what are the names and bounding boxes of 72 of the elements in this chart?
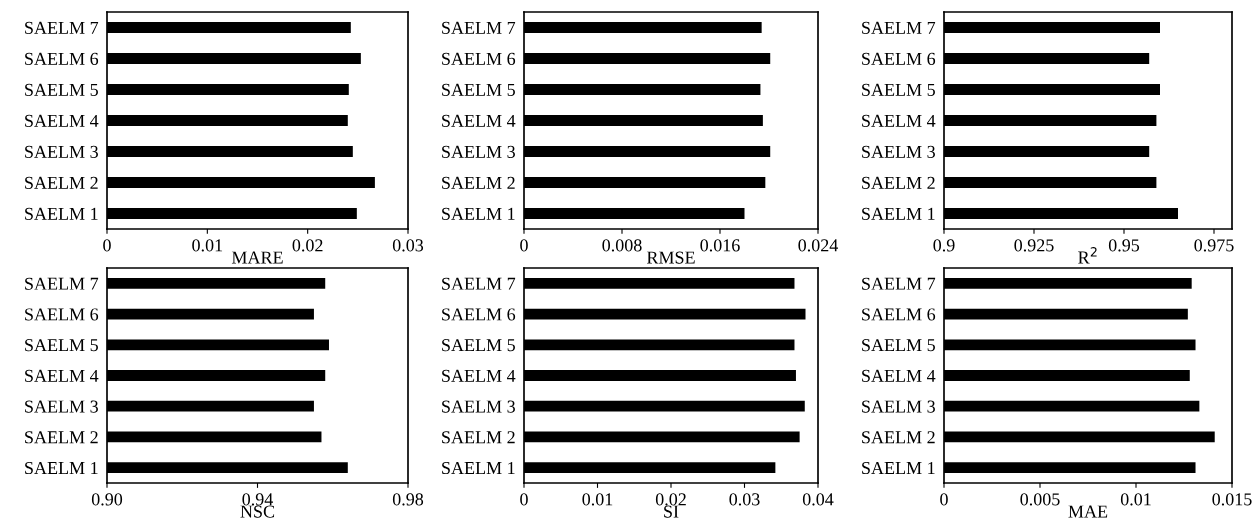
x-tick-label: 0.03 <box>729 493 760 506</box>
x-tick-label: 0.9 <box>933 239 955 252</box>
y-tick-label: SAELM 1 <box>25 461 98 475</box>
x-axis-title: RMSE <box>646 251 695 264</box>
x-tick-label: 0.005 <box>1020 493 1060 506</box>
x-tick-label: 0.01 <box>582 493 613 506</box>
y-tick-label: SAELM 3 <box>25 400 98 413</box>
y-tick-label: SAELM 3 <box>25 145 98 158</box>
y-tick-label: SAELM 1 <box>862 461 935 475</box>
y-tick-label: SAELM 7 <box>25 277 99 290</box>
x-tick-label: 0.016 <box>700 239 740 252</box>
y-tick-label: SAELM 4 <box>442 369 516 382</box>
y-tick-label: SAELM 5 <box>862 339 935 352</box>
y-tick-label: SAELM 1 <box>442 461 515 475</box>
y-tick-label: SAELM 3 <box>442 400 515 413</box>
x-axis-title: R$^{2}$ <box>1078 247 1097 264</box>
y-tick-label: SAELM 7 <box>442 21 516 34</box>
x-tick-label: 0 <box>940 493 948 506</box>
y-tick-label: SAELM 5 <box>442 339 515 352</box>
y-tick-label: SAELM 7 <box>25 21 99 34</box>
x-tick-label: 0.04 <box>802 493 834 506</box>
y-tick-label: SAELM 1 <box>25 207 98 220</box>
y-tick-label: SAELM 1 <box>442 207 515 220</box>
x-tick-label: 0.94 <box>242 493 274 506</box>
x-axis-title: MAE <box>1068 505 1108 518</box>
y-tick-label: SAELM 2 <box>442 431 515 444</box>
y-tick-label: SAELM 4 <box>25 369 99 382</box>
y-tick-label: SAELM 2 <box>862 431 935 444</box>
x-tick-label: 0.925 <box>1014 239 1054 252</box>
y-tick-label: SAELM 4 <box>862 369 936 382</box>
y-tick-label: SAELM 4 <box>862 114 936 127</box>
x-tick-label: 0 <box>103 239 111 252</box>
y-tick-label: SAELM 4 <box>442 114 516 127</box>
y-tick-label: SAELM 6 <box>442 308 516 321</box>
y-tick-label: SAELM 6 <box>25 52 99 65</box>
x-tick-label: 0.008 <box>602 239 642 252</box>
x-tick-label: 0 <box>520 239 528 252</box>
x-tick-label: 0.975 <box>1194 239 1234 252</box>
y-tick-label: SAELM 2 <box>25 176 98 189</box>
y-tick-label: SAELM 6 <box>25 308 99 321</box>
x-axis-title: NSC <box>240 505 275 518</box>
x-tick-label: 0.015 <box>1212 493 1252 506</box>
y-tick-label: SAELM 3 <box>862 145 935 158</box>
y-tick-label: SAELM 7 <box>862 277 936 290</box>
y-tick-label: SAELM 6 <box>862 308 936 321</box>
x-tick-label: 0.02 <box>655 493 686 506</box>
y-tick-label: SAELM 3 <box>442 145 515 158</box>
x-tick-label: 0.01 <box>1120 493 1151 506</box>
x-tick-label: 0.01 <box>192 239 223 252</box>
x-tick-label: 0.98 <box>392 493 424 506</box>
y-tick-label: SAELM 4 <box>25 114 99 127</box>
x-tick-label: 0.90 <box>91 493 123 506</box>
y-tick-label: SAELM 2 <box>862 176 935 189</box>
y-tick-label: SAELM 5 <box>862 83 935 96</box>
y-tick-label: SAELM 1 <box>862 207 935 220</box>
y-tick-label: SAELM 6 <box>862 52 936 65</box>
x-tick-label: 0.024 <box>798 239 839 252</box>
y-tick-label: SAELM 7 <box>862 21 936 34</box>
y-tick-label: SAELM 3 <box>862 400 935 413</box>
y-tick-label: SAELM 5 <box>25 83 98 96</box>
y-tick-label: SAELM 6 <box>442 52 516 65</box>
x-axis-title: SI <box>664 505 679 518</box>
x-tick-label: 0.95 <box>1108 239 1140 252</box>
x-tick-label: 0 <box>520 493 528 506</box>
y-tick-label: SAELM 7 <box>442 277 516 290</box>
y-tick-label: SAELM 2 <box>442 176 515 189</box>
x-axis-title: MARE <box>231 251 283 264</box>
y-tick-label: SAELM 5 <box>25 339 98 352</box>
y-tick-label: SAELM 5 <box>442 83 515 96</box>
x-tick-label: 0.02 <box>292 239 323 252</box>
y-tick-label: SAELM 2 <box>25 431 98 444</box>
x-tick-label: 0.03 <box>392 239 424 252</box>
